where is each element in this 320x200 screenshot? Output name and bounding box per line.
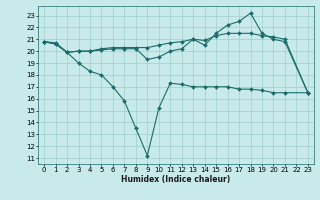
- X-axis label: Humidex (Indice chaleur): Humidex (Indice chaleur): [121, 175, 231, 184]
